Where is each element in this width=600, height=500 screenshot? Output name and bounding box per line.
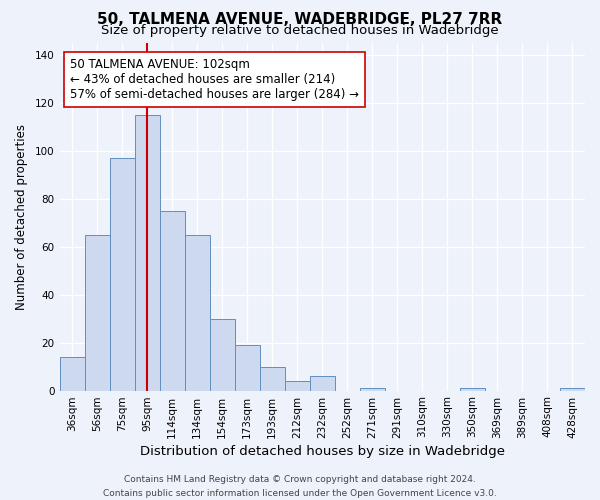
Bar	[260, 366, 285, 390]
Bar	[460, 388, 485, 390]
Bar	[110, 158, 134, 390]
Text: Contains HM Land Registry data © Crown copyright and database right 2024.
Contai: Contains HM Land Registry data © Crown c…	[103, 476, 497, 498]
Bar	[85, 234, 110, 390]
Bar	[360, 388, 385, 390]
Text: 50, TALMENA AVENUE, WADEBRIDGE, PL27 7RR: 50, TALMENA AVENUE, WADEBRIDGE, PL27 7RR	[97, 12, 503, 28]
X-axis label: Distribution of detached houses by size in Wadebridge: Distribution of detached houses by size …	[140, 444, 505, 458]
Y-axis label: Number of detached properties: Number of detached properties	[15, 124, 28, 310]
Bar	[560, 388, 585, 390]
Bar	[209, 318, 235, 390]
Bar	[185, 234, 209, 390]
Bar	[310, 376, 335, 390]
Bar	[235, 345, 260, 391]
Bar	[160, 210, 185, 390]
Text: Size of property relative to detached houses in Wadebridge: Size of property relative to detached ho…	[101, 24, 499, 37]
Bar	[59, 357, 85, 390]
Bar	[285, 381, 310, 390]
Bar	[134, 114, 160, 390]
Text: 50 TALMENA AVENUE: 102sqm
← 43% of detached houses are smaller (214)
57% of semi: 50 TALMENA AVENUE: 102sqm ← 43% of detac…	[70, 58, 359, 101]
